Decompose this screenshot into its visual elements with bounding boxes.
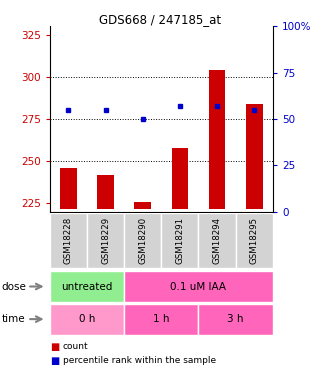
Bar <box>124 304 198 334</box>
Bar <box>161 213 198 268</box>
Text: GSM18291: GSM18291 <box>175 217 184 264</box>
Bar <box>198 304 273 334</box>
Bar <box>50 304 124 334</box>
Bar <box>50 271 124 302</box>
Text: ■: ■ <box>50 356 59 366</box>
Bar <box>87 213 124 268</box>
Text: GSM18229: GSM18229 <box>101 217 110 264</box>
Bar <box>134 202 151 208</box>
Bar <box>124 271 273 302</box>
Text: ■: ■ <box>50 342 59 352</box>
Text: 1 h: 1 h <box>153 314 169 324</box>
Bar <box>97 175 114 208</box>
Text: percentile rank within the sample: percentile rank within the sample <box>63 356 216 365</box>
Text: untreated: untreated <box>61 282 113 291</box>
Text: GSM18228: GSM18228 <box>64 217 73 264</box>
Text: GSM18294: GSM18294 <box>213 217 221 264</box>
Bar <box>60 168 77 208</box>
Bar <box>171 148 188 208</box>
Text: GSM18295: GSM18295 <box>250 217 259 264</box>
Bar <box>50 213 87 268</box>
Bar <box>198 213 236 268</box>
Text: time: time <box>2 314 25 324</box>
Bar <box>246 104 263 209</box>
Bar <box>236 213 273 268</box>
Bar <box>209 70 225 209</box>
Text: count: count <box>63 342 88 351</box>
Text: 0.1 uM IAA: 0.1 uM IAA <box>170 282 227 291</box>
Text: dose: dose <box>2 282 26 291</box>
Text: GSM18290: GSM18290 <box>138 217 147 264</box>
Text: GDS668 / 247185_at: GDS668 / 247185_at <box>100 13 221 26</box>
Text: 3 h: 3 h <box>227 314 244 324</box>
Bar <box>124 213 161 268</box>
Text: 0 h: 0 h <box>79 314 95 324</box>
